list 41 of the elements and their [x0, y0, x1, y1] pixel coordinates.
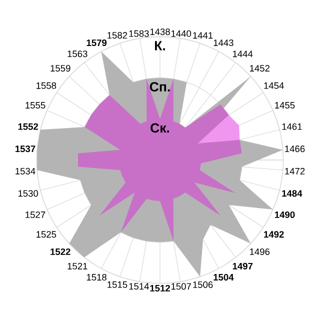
spoke-label: 1472	[285, 168, 305, 174]
spoke-label: 1454	[264, 82, 284, 89]
spoke-label: 1444	[232, 50, 253, 58]
spoke-label: 1438	[150, 28, 170, 36]
spoke-label: 1522	[50, 248, 70, 255]
spoke-label: 1496	[250, 248, 270, 255]
spoke-label: 1555	[26, 102, 46, 109]
y-tick-label: Ск.	[150, 123, 170, 133]
spoke-label: 1515	[108, 281, 128, 288]
spoke-label: 1443	[214, 39, 234, 46]
spoke-label: 1492	[264, 231, 284, 238]
spoke-label: 1507	[171, 283, 191, 290]
spoke-label: 1582	[108, 32, 128, 39]
spoke-label: 1537	[15, 146, 36, 152]
spoke-label: 1559	[50, 65, 70, 72]
spoke-label: 1461	[282, 123, 302, 130]
spoke-label: 1440	[171, 30, 192, 37]
spoke-label: 1558	[36, 82, 56, 89]
spoke-label: 1490	[274, 211, 295, 218]
spoke-label: 1514	[129, 283, 149, 290]
spoke-label: 1452	[250, 65, 270, 72]
spoke-label: 1466	[285, 146, 305, 152]
spoke-label: 1455	[275, 102, 295, 109]
spoke-label: 1530	[18, 190, 38, 197]
spoke-label: 1527	[26, 211, 46, 218]
spoke-label: 1506	[193, 281, 213, 288]
y-tick-label: К.	[154, 41, 165, 50]
y-tick-label: Сп.	[150, 82, 170, 92]
spoke-label: 1497	[232, 262, 253, 270]
spoke-label: 1563	[68, 50, 88, 58]
spoke-label: 1512	[150, 284, 170, 292]
spoke-label: 1525	[36, 231, 56, 238]
spoke-label: 1441	[193, 32, 213, 39]
spoke-label: 1534	[16, 168, 36, 174]
spoke-label: 1521	[68, 262, 88, 270]
spoke-label: 1504	[214, 274, 234, 281]
spoke-label: 1484	[282, 190, 302, 197]
spoke-label: 1552	[18, 123, 38, 130]
spoke-label: 1579	[86, 39, 107, 46]
spoke-label: 1583	[129, 30, 149, 37]
spoke-label: 1518	[86, 274, 106, 281]
